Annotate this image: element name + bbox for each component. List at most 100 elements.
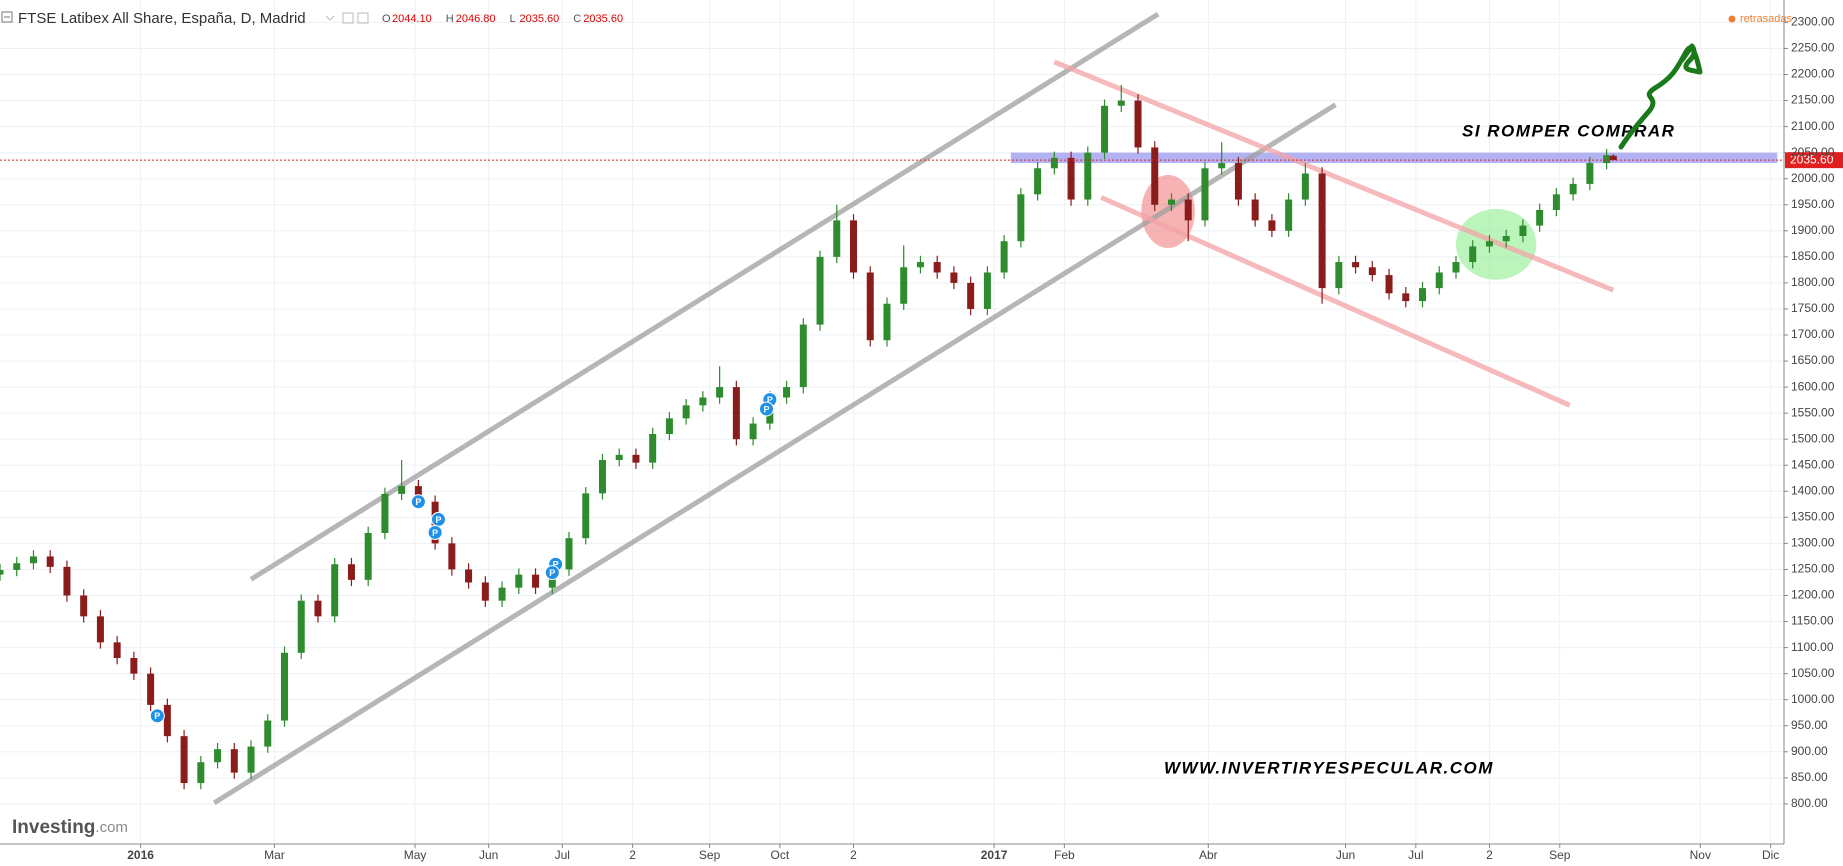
- event-marker: [427, 524, 443, 540]
- ohlc-key: L: [510, 13, 516, 25]
- candle-body: [347, 564, 355, 580]
- annotation: SI ROMPER COMPRAR: [1462, 121, 1675, 140]
- candle-body: [1419, 288, 1427, 302]
- x-tick-label: Nov: [1690, 848, 1711, 862]
- logo-suffix: .com: [95, 819, 128, 836]
- candle-body: [682, 405, 690, 419]
- y-tick-label: 1150.00: [1791, 614, 1834, 628]
- candle-body: [1167, 199, 1175, 205]
- candle-body: [883, 303, 891, 341]
- candle-body: [1368, 267, 1376, 276]
- candle-body: [1201, 168, 1209, 221]
- y-tick-label: 1450.00: [1791, 457, 1835, 471]
- x-tick-label: Sep: [699, 848, 721, 862]
- candle-body: [331, 564, 339, 617]
- y-tick-label: 2050.00: [1791, 145, 1835, 159]
- arrow-drawing: [1618, 43, 1703, 150]
- candle-body: [983, 272, 991, 309]
- candle-body: [1067, 157, 1075, 200]
- ohlc-value: 2044.10: [392, 13, 432, 25]
- y-tick-label: 1050.00: [1791, 666, 1835, 680]
- candle-body: [1000, 241, 1008, 273]
- ohlc-key: O: [382, 13, 391, 25]
- event-label: P: [432, 528, 438, 538]
- candle-body: [481, 582, 489, 601]
- candle-body: [1084, 152, 1092, 200]
- candle-body: [113, 642, 121, 659]
- x-tick-label: Feb: [1054, 848, 1075, 862]
- y-tick-label: 2200.00: [1791, 67, 1835, 81]
- candle-body: [565, 538, 573, 570]
- x-tick-label: Jul: [555, 848, 570, 862]
- tool-icon[interactable]: [357, 12, 369, 24]
- candle-body: [866, 272, 874, 341]
- y-tick-label: 2300.00: [1791, 15, 1835, 29]
- candle-body: [1234, 163, 1242, 200]
- y-tick-label: 2250.00: [1791, 41, 1835, 55]
- candle-body: [13, 563, 21, 570]
- candle-body: [916, 262, 924, 268]
- candles: [0, 84, 1617, 790]
- candle-body: [900, 267, 908, 304]
- candle-body: [1251, 199, 1259, 221]
- candle-body: [1469, 246, 1477, 263]
- x-tick-label: May: [404, 848, 427, 862]
- candle-body: [448, 543, 456, 570]
- candle-body: [850, 220, 858, 273]
- candle-body: [1151, 147, 1159, 205]
- candle-body: [281, 652, 289, 721]
- candle-body: [816, 256, 824, 325]
- logo: Investing.com: [12, 817, 128, 838]
- x-tick-label: 2016: [127, 848, 154, 862]
- dropdown-icon[interactable]: [325, 15, 335, 21]
- x-tick-label: Jun: [479, 848, 498, 862]
- x-tick-label: Sep: [1549, 848, 1571, 862]
- y-tick-label: 1100.00: [1791, 640, 1834, 654]
- trendline: [1053, 59, 1615, 293]
- y-tick-label: 1900.00: [1791, 223, 1835, 237]
- x-tick-label: 2: [1486, 848, 1493, 862]
- candle-body: [598, 460, 606, 494]
- event-label: P: [767, 395, 773, 405]
- y-tick-label: 1200.00: [1791, 588, 1835, 602]
- y-tick-label: 800.00: [1791, 796, 1828, 810]
- candle-body: [1536, 209, 1544, 226]
- y-tick-label: 850.00: [1791, 770, 1828, 784]
- x-tick-label: Mar: [264, 848, 285, 862]
- y-tick-label: 2100.00: [1791, 119, 1835, 133]
- candle-body: [1017, 194, 1025, 242]
- event-label: P: [549, 568, 555, 578]
- candle-body: [264, 720, 272, 747]
- collapse-icon[interactable]: [1, 11, 13, 23]
- y-tick-label: 1500.00: [1791, 431, 1835, 445]
- candle-body: [933, 262, 941, 273]
- status: retrasadas: [1740, 13, 1792, 25]
- candle-body: [398, 486, 406, 494]
- event-marker: [149, 708, 165, 724]
- candle-body: [649, 433, 657, 463]
- x-tick-label: Dic: [1762, 848, 1779, 862]
- y-tick-label: 2150.00: [1791, 93, 1835, 107]
- candle-body: [1268, 220, 1276, 231]
- tool-icon[interactable]: [342, 12, 354, 24]
- candle-body: [665, 418, 673, 434]
- candle-body: [1285, 199, 1293, 231]
- candle-body: [799, 324, 807, 388]
- candle-body: [1318, 173, 1326, 289]
- logo-main: Investing: [12, 817, 95, 838]
- candle-body: [1184, 199, 1192, 221]
- event-marker: [544, 565, 560, 581]
- candle-body: [1609, 155, 1617, 161]
- y-tick-label: 1250.00: [1791, 562, 1835, 576]
- candle-body: [1034, 168, 1042, 195]
- candle-body: [1301, 173, 1309, 200]
- candle-body: [0, 569, 4, 575]
- x-tick-label: 2: [629, 848, 636, 862]
- event-label: P: [154, 711, 160, 721]
- y-tick-label: 1400.00: [1791, 483, 1835, 497]
- ohlc-value: 2035.60: [583, 13, 623, 25]
- ohlc-header: O 2044.10 H 2046.80 L 2035.60 C 2035.60: [382, 13, 623, 25]
- candle-body: [1335, 262, 1343, 289]
